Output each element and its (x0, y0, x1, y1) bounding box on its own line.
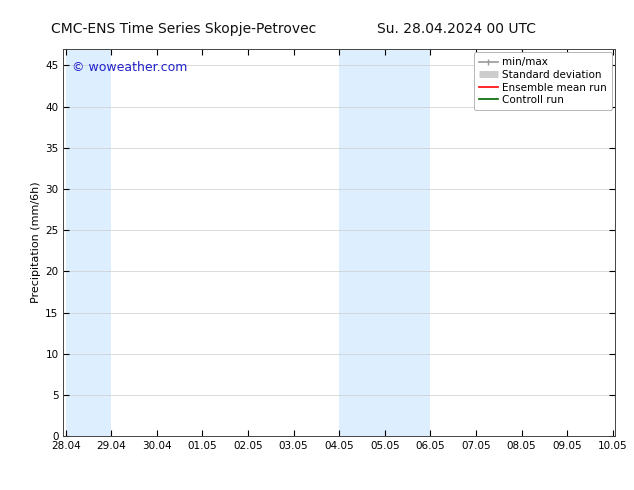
Bar (66, 49, 111, 436)
Text: Su. 28.04.2024 00 UTC: Su. 28.04.2024 00 UTC (377, 22, 536, 36)
Bar (385, 49, 430, 436)
Legend: min/max, Standard deviation, Ensemble mean run, Controll run: min/max, Standard deviation, Ensemble me… (474, 52, 612, 110)
Bar (339, 49, 385, 436)
Text: CMC-ENS Time Series Skopje-Petrovec: CMC-ENS Time Series Skopje-Petrovec (51, 22, 316, 36)
Text: © woweather.com: © woweather.com (72, 61, 187, 74)
Y-axis label: Precipitation (mm/6h): Precipitation (mm/6h) (31, 182, 41, 303)
